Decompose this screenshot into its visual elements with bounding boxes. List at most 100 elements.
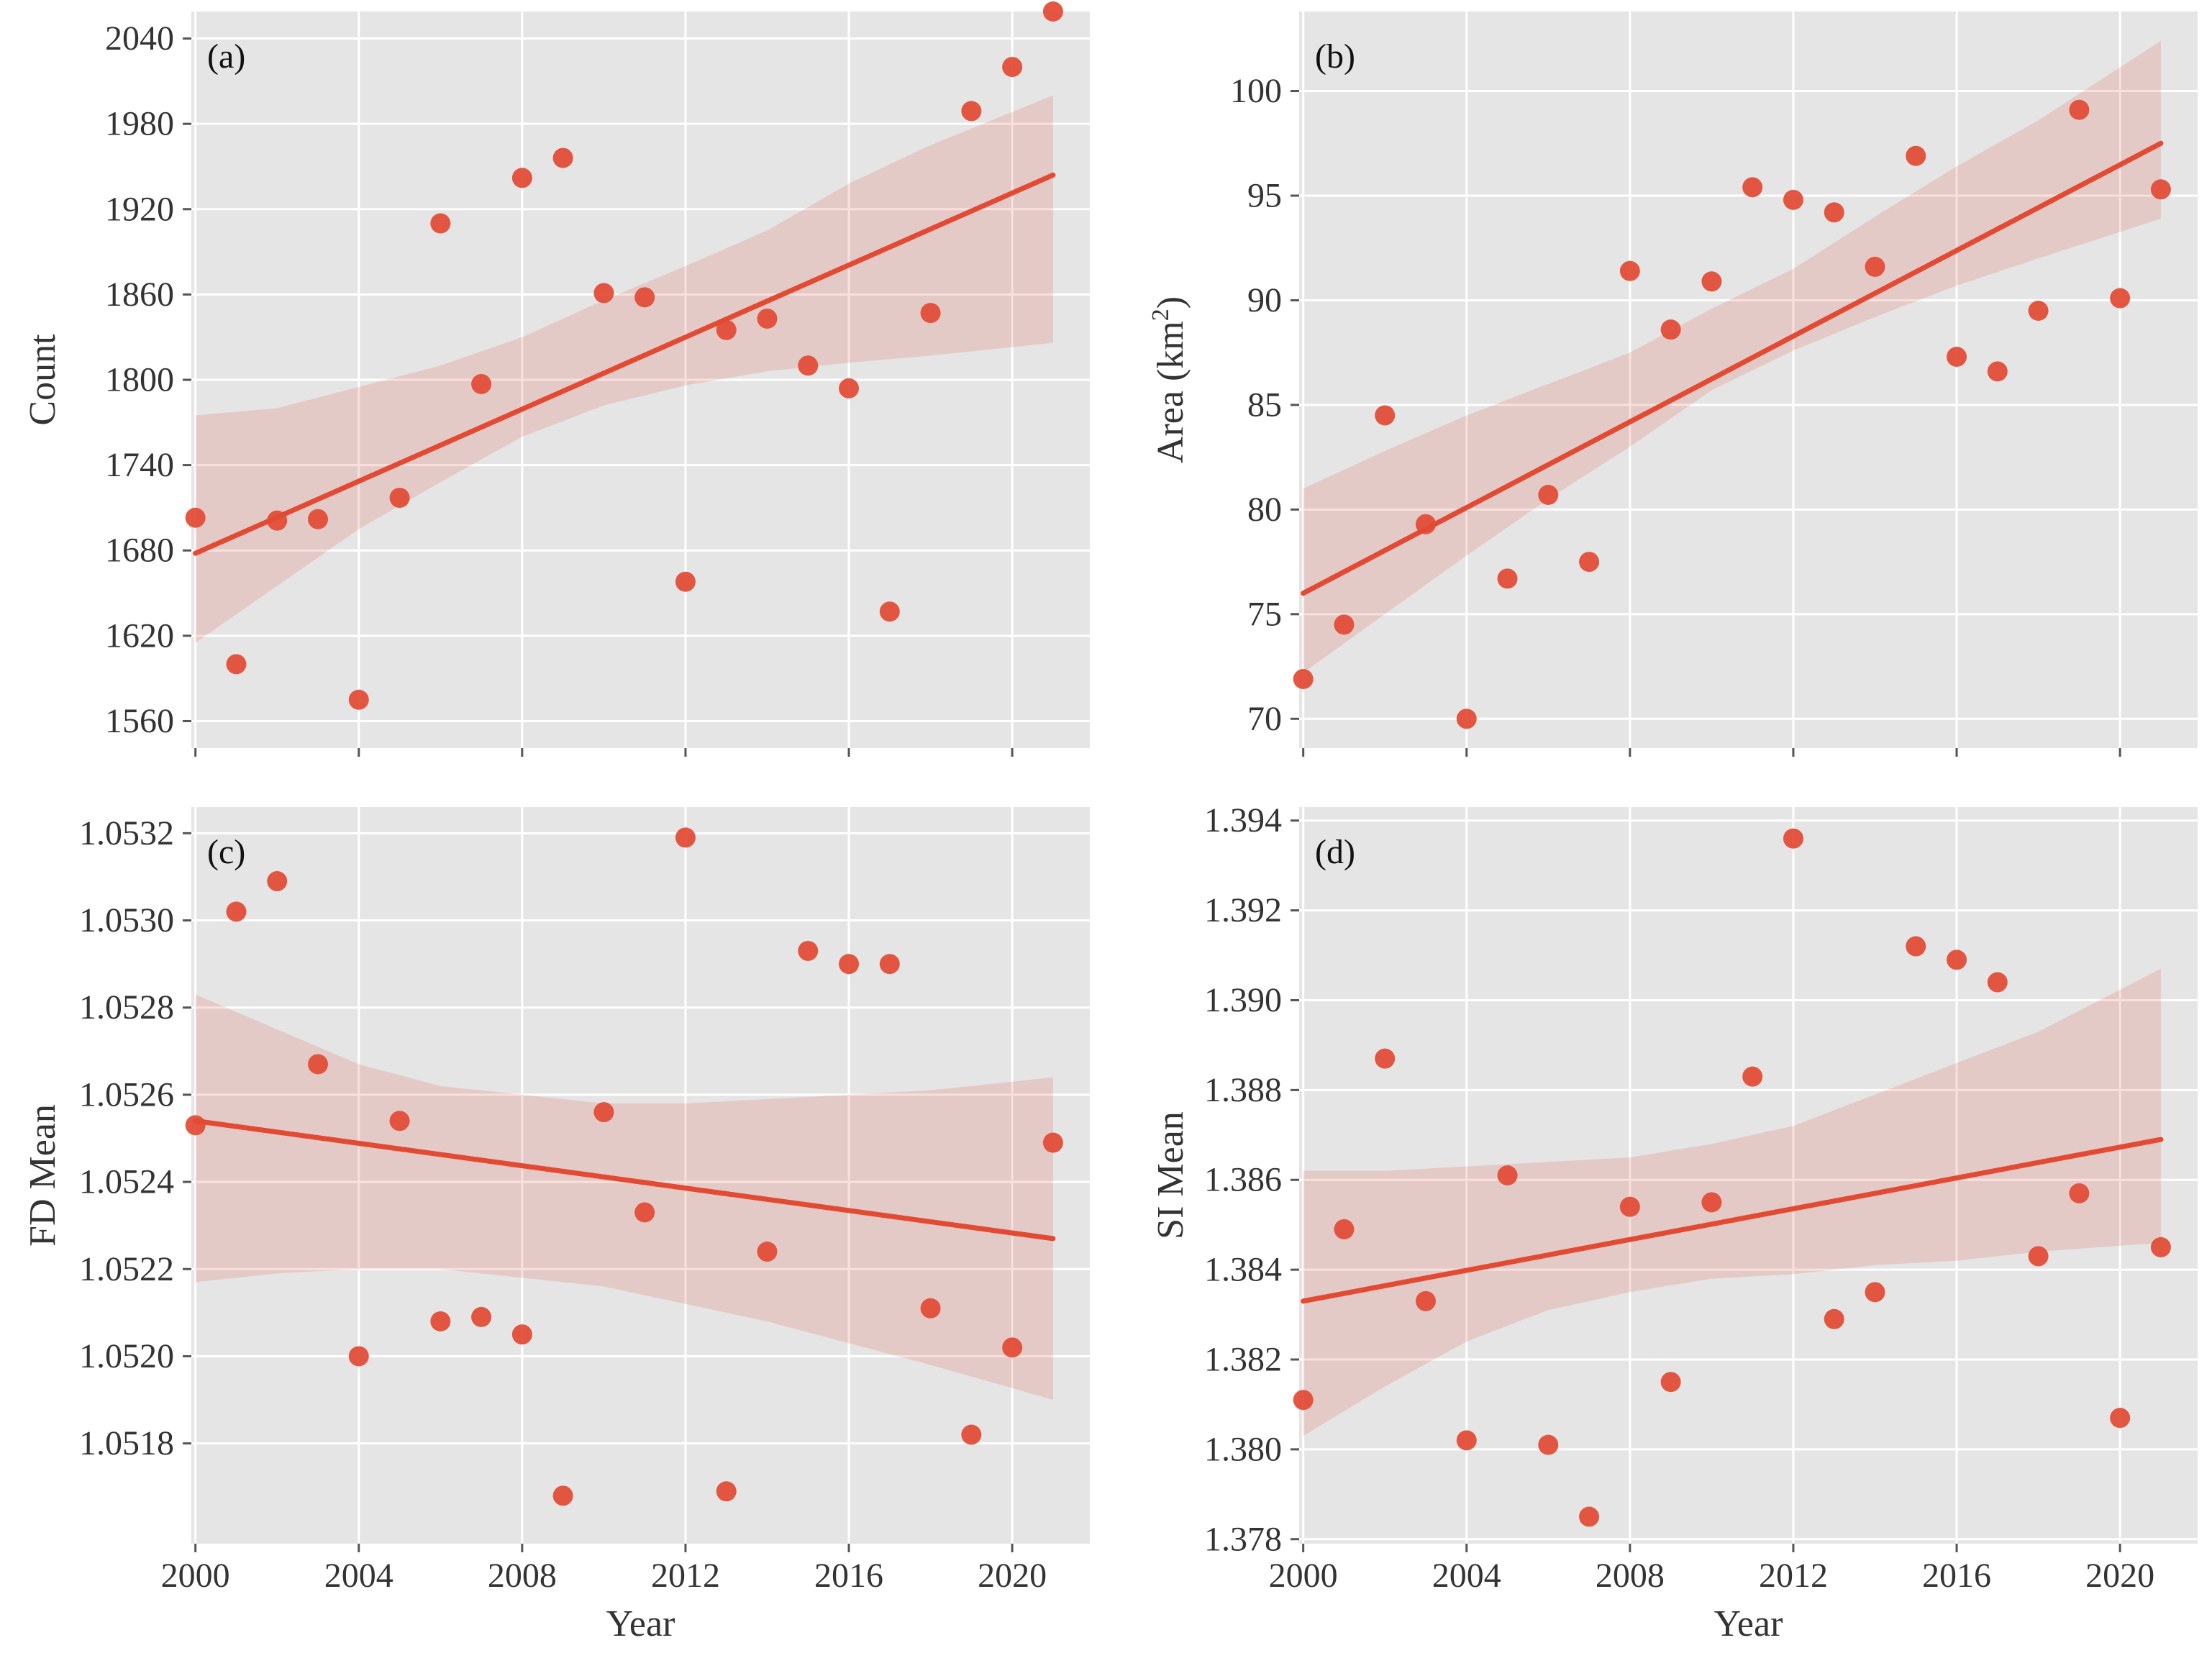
y-tick-label-1-0532: 1.0532 bbox=[79, 814, 174, 852]
data-point-2008 bbox=[511, 168, 532, 188]
data-point-2005 bbox=[1497, 568, 1518, 589]
x-tick-label-2008: 2008 bbox=[1596, 1557, 1665, 1595]
y-tick-label-1980: 1980 bbox=[105, 105, 174, 143]
data-point-2009 bbox=[552, 147, 573, 168]
y-tick-label-1-0530: 1.0530 bbox=[79, 901, 174, 939]
panel-label: (c) bbox=[207, 833, 245, 871]
data-point-2016 bbox=[839, 954, 860, 975]
data-point-2017 bbox=[879, 954, 900, 975]
x-tick-label-2004: 2004 bbox=[324, 1557, 393, 1595]
data-point-2002 bbox=[267, 510, 288, 531]
y-tick-label-80: 80 bbox=[1247, 491, 1282, 529]
data-point-2021 bbox=[2150, 1237, 2171, 1257]
data-point-2004 bbox=[348, 1346, 369, 1367]
data-point-2012 bbox=[675, 571, 696, 592]
data-point-2002 bbox=[1375, 1048, 1396, 1069]
y-tick-label-1-390: 1.390 bbox=[1204, 981, 1282, 1019]
y-tick-label-70: 70 bbox=[1247, 700, 1282, 738]
panel-label: (a) bbox=[207, 37, 245, 76]
data-point-2000 bbox=[185, 507, 206, 528]
data-point-2002 bbox=[267, 871, 288, 892]
data-point-2019 bbox=[961, 101, 982, 122]
y-tick-label-2040: 2040 bbox=[105, 19, 174, 58]
data-point-2000 bbox=[1293, 669, 1314, 689]
data-point-2015 bbox=[1906, 145, 1926, 166]
x-tick-label-2020: 2020 bbox=[978, 1557, 1047, 1595]
data-point-2001 bbox=[226, 901, 247, 922]
data-point-2004 bbox=[1456, 1430, 1477, 1451]
panel-label: (b) bbox=[1315, 37, 1355, 76]
x-axis-title: Year bbox=[1714, 1603, 1783, 1644]
panel-label: (d) bbox=[1315, 833, 1355, 871]
panel-b: 70 75 80 85 90 95 100 (b) Area (km2) bbox=[1147, 12, 2198, 757]
y-tick-label-1-0524: 1.0524 bbox=[79, 1163, 174, 1201]
confidence-band bbox=[1303, 968, 2161, 1436]
data-point-2011 bbox=[1742, 1066, 1763, 1087]
y-tick-label-1860: 1860 bbox=[105, 276, 174, 314]
data-point-2000 bbox=[1293, 1390, 1314, 1411]
data-point-2017 bbox=[879, 601, 900, 622]
x-tick-label-2016: 2016 bbox=[1922, 1557, 1991, 1595]
x-tick-label-2020: 2020 bbox=[2085, 1557, 2154, 1595]
data-point-2017 bbox=[1987, 972, 2008, 993]
data-point-2007 bbox=[471, 373, 492, 394]
data-point-2003 bbox=[307, 1054, 328, 1075]
data-point-2004 bbox=[348, 689, 369, 710]
data-point-2006 bbox=[430, 1311, 451, 1331]
data-point-2009 bbox=[1660, 1372, 1681, 1393]
x-tick-label-2012: 2012 bbox=[1759, 1557, 1828, 1595]
y-axis-title: FD Mean bbox=[22, 1104, 63, 1247]
data-point-2019 bbox=[2069, 99, 2090, 120]
y-tick-label-1-378: 1.378 bbox=[1204, 1520, 1282, 1558]
confidence-band bbox=[195, 95, 1053, 643]
plot-background bbox=[191, 807, 1090, 1544]
confidence-band bbox=[195, 994, 1053, 1400]
y-tick-label-1-388: 1.388 bbox=[1204, 1071, 1282, 1109]
data-point-2018 bbox=[2028, 301, 2049, 321]
data-point-2020 bbox=[2110, 1408, 2131, 1429]
y-tick-label-1-0520: 1.0520 bbox=[79, 1337, 174, 1375]
data-point-2015 bbox=[798, 940, 819, 961]
x-tick-label-2000: 2000 bbox=[161, 1557, 230, 1595]
y-tick-label-95: 95 bbox=[1247, 177, 1282, 215]
data-point-2015 bbox=[798, 355, 819, 376]
data-point-2001 bbox=[226, 654, 247, 675]
y-tick-label-1680: 1680 bbox=[105, 532, 174, 570]
x-tick-label-2012: 2012 bbox=[651, 1557, 720, 1595]
data-point-2014 bbox=[1865, 1282, 1885, 1303]
x-tick-label-2016: 2016 bbox=[814, 1557, 883, 1595]
data-point-2016 bbox=[1947, 950, 1967, 970]
data-point-2015 bbox=[1906, 936, 1926, 957]
data-point-2012 bbox=[1783, 828, 1803, 849]
confidence-band bbox=[1303, 40, 2161, 673]
x-tick-label-2008: 2008 bbox=[488, 1557, 557, 1595]
data-point-2013 bbox=[716, 1481, 737, 1502]
y-tick-label-1-0526: 1.0526 bbox=[79, 1075, 174, 1114]
data-point-2005 bbox=[389, 488, 410, 509]
y-axis-title: Area (km2) bbox=[1147, 296, 1191, 463]
data-point-2012 bbox=[675, 827, 696, 848]
y-tick-label-1620: 1620 bbox=[105, 616, 174, 655]
plot-background bbox=[1299, 807, 2198, 1544]
y-tick-label-1-386: 1.386 bbox=[1204, 1161, 1282, 1199]
data-point-2021 bbox=[2150, 179, 2171, 200]
data-point-2013 bbox=[716, 319, 737, 340]
y-tick-label-90: 90 bbox=[1247, 281, 1282, 319]
y-tick-label-1-0522: 1.0522 bbox=[79, 1250, 174, 1288]
y-tick-label-1-0518: 1.0518 bbox=[79, 1424, 174, 1462]
y-tick-label-100: 100 bbox=[1230, 72, 1282, 110]
y-tick-label-1-0528: 1.0528 bbox=[79, 988, 174, 1026]
y-tick-label-75: 75 bbox=[1247, 595, 1282, 633]
data-point-2000 bbox=[185, 1115, 206, 1136]
data-point-2016 bbox=[1947, 347, 1967, 367]
data-point-2002 bbox=[1375, 405, 1396, 426]
data-point-2003 bbox=[307, 509, 328, 529]
data-point-2014 bbox=[757, 1242, 778, 1262]
regression-line bbox=[1301, 140, 2164, 596]
x-axis-title: Year bbox=[606, 1603, 675, 1644]
data-point-2009 bbox=[1660, 319, 1681, 340]
data-point-2010 bbox=[593, 1102, 614, 1123]
data-point-2007 bbox=[1579, 1506, 1600, 1527]
y-tick-label-85: 85 bbox=[1247, 386, 1282, 424]
